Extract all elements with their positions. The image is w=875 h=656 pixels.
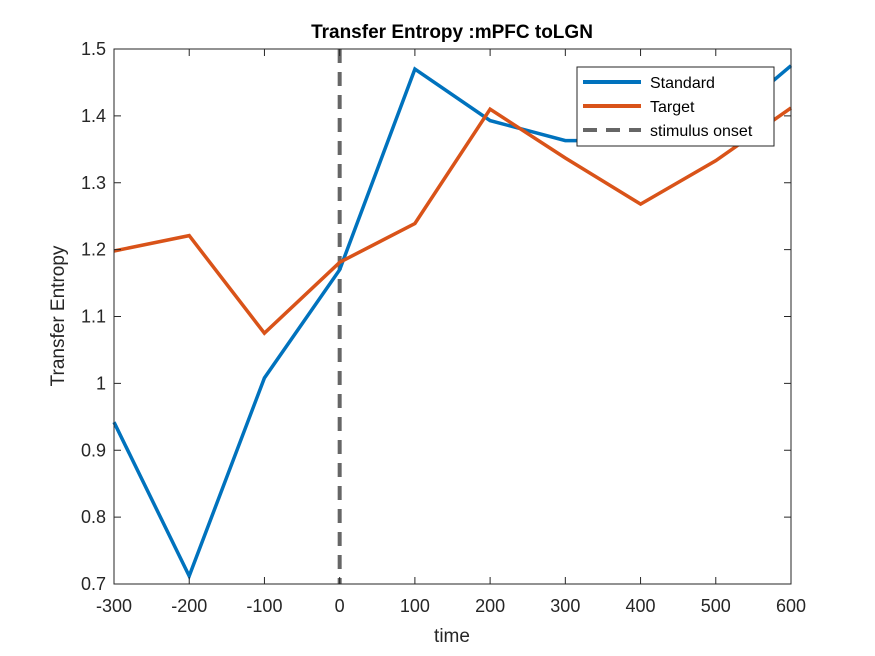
legend-label-1: Target — [650, 99, 695, 116]
x-tick-label: 200 — [475, 596, 505, 616]
y-axis-ticks: 0.7 0.8 0.9 1 1.1 1.2 1.3 1.4 1.5 — [81, 39, 791, 594]
x-tick-label: 0 — [335, 596, 345, 616]
x-tick-label: 100 — [400, 596, 430, 616]
x-tick-label: -100 — [246, 596, 282, 616]
y-tick-label: 1.4 — [81, 106, 106, 126]
y-tick-label: 0.7 — [81, 574, 106, 594]
x-tick-label: 600 — [776, 596, 806, 616]
series-line-1 — [113, 106, 793, 336]
y-tick-label: 0.8 — [81, 507, 106, 527]
x-tick-label: -200 — [171, 596, 207, 616]
x-tick-label: -300 — [96, 596, 132, 616]
y-tick-label: 0.9 — [81, 440, 106, 460]
y-axis-label: Transfer Entropy — [48, 245, 69, 386]
y-tick-label: 1.3 — [81, 173, 106, 193]
y-tick-label: 1.5 — [81, 39, 106, 59]
x-axis-label: time — [434, 626, 470, 647]
y-tick-label: 1.1 — [81, 307, 106, 327]
y-tick-label: 1 — [96, 373, 106, 393]
x-tick-label: 500 — [701, 596, 731, 616]
x-axis-ticks: -300 -200 -100 0 100 200 300 400 500 600 — [96, 49, 806, 616]
legend-entries: Standard Target stimulus onset — [583, 75, 753, 140]
x-tick-label: 400 — [626, 596, 656, 616]
chart-title: Transfer Entropy :mPFC toLGN — [311, 22, 593, 43]
legend-label-2: stimulus onset — [650, 123, 753, 140]
legend-label-0: Standard — [650, 75, 715, 92]
legend: Standard Target stimulus onset — [576, 66, 775, 147]
x-tick-label: 300 — [550, 596, 580, 616]
y-tick-label: 1.2 — [81, 240, 106, 260]
